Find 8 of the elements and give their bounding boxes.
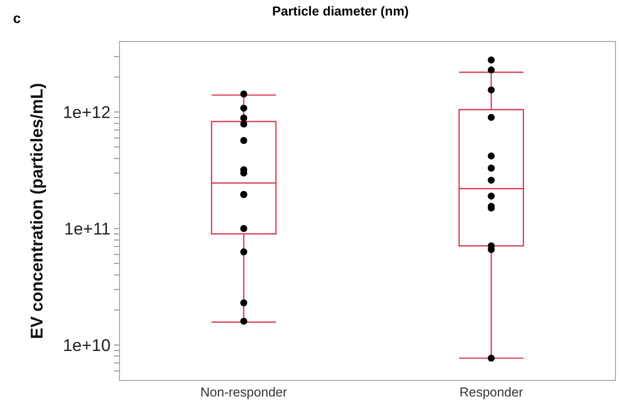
y-axis-title: EV concentration (particles/mL) — [27, 83, 46, 339]
y-tick-label: 1e+10 — [62, 336, 111, 355]
y-tick-label: 1e+12 — [62, 103, 111, 122]
y-tick-label: 1e+11 — [64, 219, 111, 238]
x-tick-label: Non-responder — [200, 384, 288, 400]
x-tick-label: Responder — [459, 384, 524, 400]
text: c — [13, 10, 21, 26]
chart-title: Particle diameter (nm) — [272, 3, 409, 18]
